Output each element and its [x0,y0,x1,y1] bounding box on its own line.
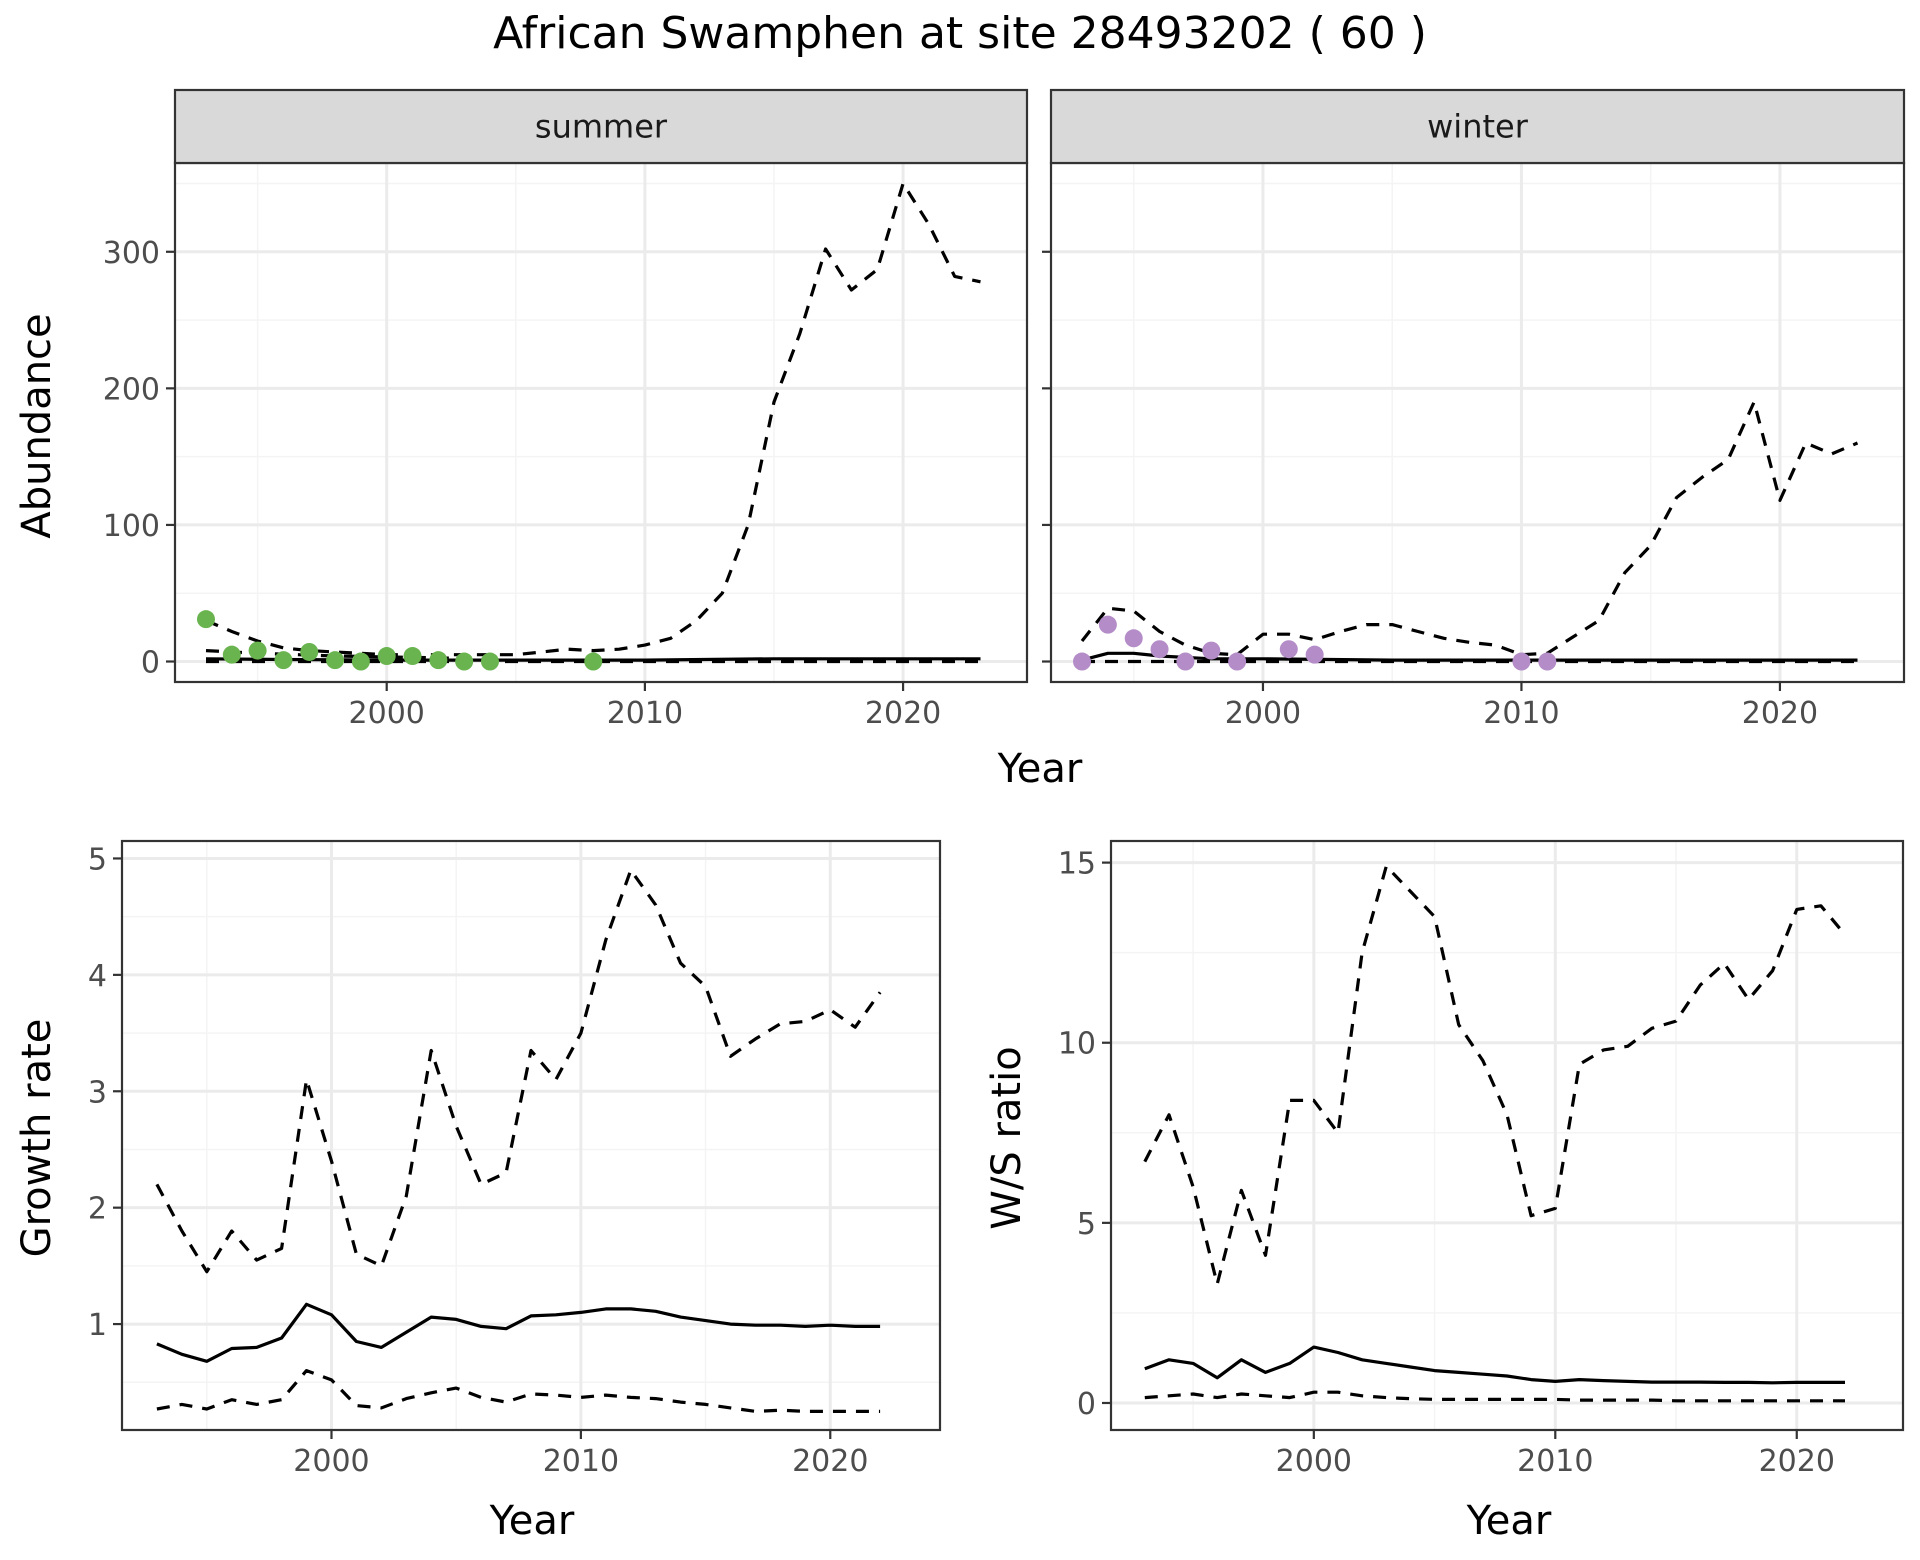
observed-point [1073,652,1092,671]
y-tick-label: 200 [103,372,160,407]
y-tick-label: 100 [103,509,160,544]
upper-bound-line [205,181,981,657]
lower-bound-line [1144,1390,1845,1403]
x-tick-label: 2020 [792,1444,868,1479]
observed-point [480,652,499,671]
y-tick-label: 5 [1077,1207,1096,1242]
y-tick-label: 4 [88,959,107,994]
observed-point [403,647,422,666]
growth-x-axis-label: Year [489,1498,575,1544]
x-tick-label: 2010 [1483,696,1559,731]
x-tick-label: 2000 [349,696,425,731]
observed-point [351,652,370,671]
x-tick-label: 2010 [543,1444,619,1479]
ratio-y-axis-label: W/S ratio [984,1046,1030,1229]
upper-bound-line [155,868,882,1274]
observed-point [1176,652,1195,671]
observed-point [377,647,396,666]
x-tick-label: 2020 [1742,696,1818,731]
observed-point [1124,629,1143,648]
facet-strip [1049,88,1906,165]
growth-y-axis-label: Growth rate [14,1019,60,1258]
observed-point [196,610,215,629]
plot-background [175,163,1027,682]
panel-summer-abundance: summer 2000 2010 2020 0 100 200 300 [103,88,1029,731]
observed-point [326,651,345,670]
panel-ws-ratio: 2000 2010 2020 0 5 10 15 [1058,839,1905,1479]
panel-growth-rate: 2000 2010 2020 1 2 3 4 5 [88,839,942,1479]
x-tick-label: 2020 [1759,1444,1835,1479]
observed-point [584,652,603,671]
y-tick-label: 15 [1058,847,1096,882]
observed-point [300,642,319,661]
facet-strip [173,88,1029,165]
observed-point [1202,641,1221,660]
x-tick-label: 2000 [293,1444,369,1479]
y-tick-label: 0 [141,646,160,681]
y-tick-label: 5 [88,842,107,877]
x-tick-label: 2010 [607,696,683,731]
observed-point [1150,640,1169,659]
ratio-x-axis-label: Year [1466,1498,1552,1544]
x-tick-label: 2000 [1276,1444,1352,1479]
observed-point [274,651,293,670]
y-tick-label: 1 [88,1308,107,1343]
observed-point [1512,652,1531,671]
panel-winter-abundance: winter 2000 2010 2020 [1042,88,1906,731]
observed-point [455,652,474,671]
plot-background [122,841,940,1430]
observed-point [1098,615,1117,634]
observed-point [1305,645,1324,664]
observed-point [1228,652,1247,671]
x-tick-label: 2020 [865,696,941,731]
top-x-axis-label: Year [997,746,1083,792]
median-line [156,1302,881,1363]
chart-title: African Swamphen at site 28493202 ( 60 ) [493,8,1427,59]
lower-bound-line [156,1368,881,1414]
y-tick-label: 10 [1058,1027,1096,1062]
observed-point [222,645,241,664]
plot-background [1051,163,1904,682]
panel-border [1109,839,1905,1432]
observed-point [248,641,267,660]
summer-y-axis-label: Abundance [14,313,60,538]
y-tick-label: 300 [103,236,160,271]
observed-point [429,651,448,670]
panel-border [120,839,942,1432]
median-line [1144,1345,1845,1385]
upper-bound-line [1143,864,1847,1286]
observed-point [1279,640,1298,659]
x-tick-label: 2000 [1225,696,1301,731]
facet-strip-label: winter [1427,108,1529,146]
median-line [1081,651,1858,662]
plot-background [1111,841,1903,1430]
y-tick-label: 0 [1077,1387,1096,1422]
x-tick-label: 2010 [1517,1444,1593,1479]
y-tick-label: 3 [88,1075,107,1110]
y-tick-label: 2 [88,1192,107,1227]
facet-strip-label: summer [535,108,668,146]
observed-point [1538,652,1557,671]
